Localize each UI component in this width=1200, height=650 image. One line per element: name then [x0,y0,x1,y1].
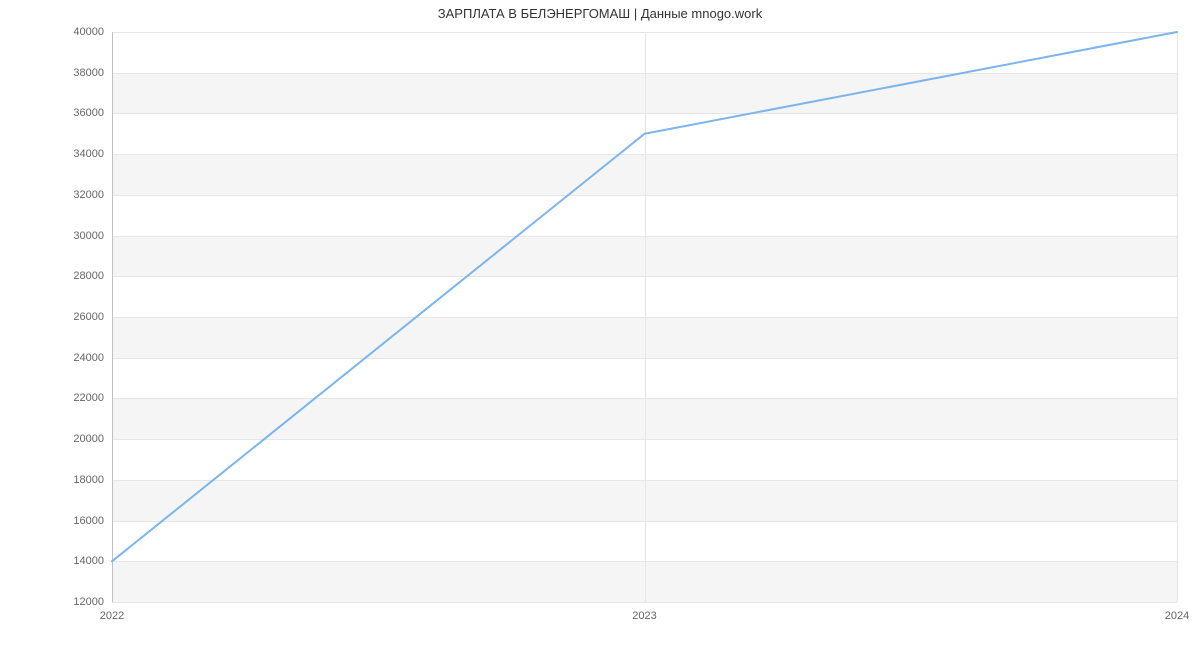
y-tick-label: 20000 [73,433,112,445]
salary-chart: ЗАРПЛАТА В БЕЛЭНЕРГОМАШ | Данные mnogo.w… [0,0,1200,650]
y-tick-label: 30000 [73,230,112,242]
data-line [112,32,1177,602]
y-tick-label: 38000 [73,67,112,79]
y-tick-label: 24000 [73,352,112,364]
y-tick-label: 14000 [73,555,112,567]
y-tick-label: 26000 [73,311,112,323]
plot-area: 1200014000160001800020000220002400026000… [112,32,1177,602]
y-tick-label: 18000 [73,474,112,486]
y-tick-label: 22000 [73,392,112,404]
y-tick-label: 16000 [73,515,112,527]
y-tick-label: 32000 [73,189,112,201]
x-grid-line [1177,32,1178,602]
y-tick-label: 40000 [73,26,112,38]
y-tick-label: 28000 [73,270,112,282]
y-tick-label: 34000 [73,148,112,160]
x-tick-label: 2023 [632,602,656,622]
x-tick-label: 2024 [1165,602,1189,622]
x-tick-label: 2022 [100,602,124,622]
chart-title: ЗАРПЛАТА В БЕЛЭНЕРГОМАШ | Данные mnogo.w… [0,6,1200,21]
y-tick-label: 36000 [73,107,112,119]
